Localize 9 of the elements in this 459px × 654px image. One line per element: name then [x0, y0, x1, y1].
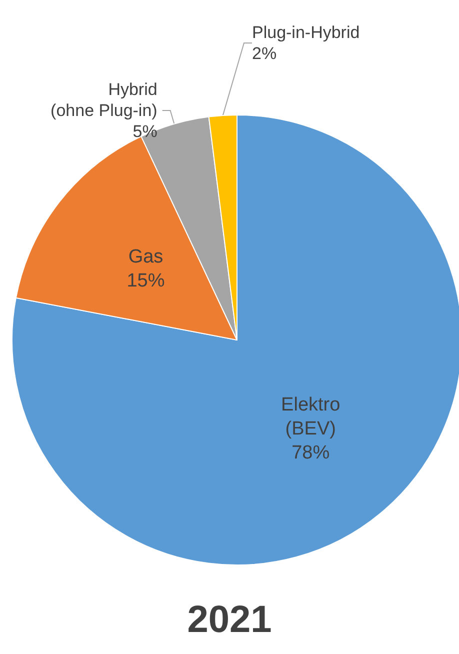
slice-label: Hybrid (ohne Plug-in): [50, 80, 158, 120]
data-label: 78%: [292, 442, 330, 464]
slice-label: Gas: [128, 246, 164, 268]
data-label: 2%: [252, 44, 277, 63]
text: 2021: [187, 599, 272, 641]
slice-label: Plug-in-Hybrid: [252, 23, 360, 42]
data-label: 5%: [132, 122, 158, 141]
data-label: 15%: [126, 270, 165, 292]
slice-label: Elektro (BEV): [281, 394, 340, 440]
